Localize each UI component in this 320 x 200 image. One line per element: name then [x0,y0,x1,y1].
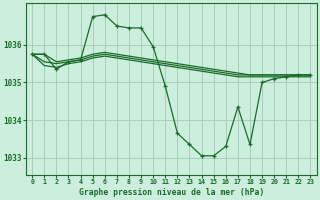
X-axis label: Graphe pression niveau de la mer (hPa): Graphe pression niveau de la mer (hPa) [79,188,264,197]
